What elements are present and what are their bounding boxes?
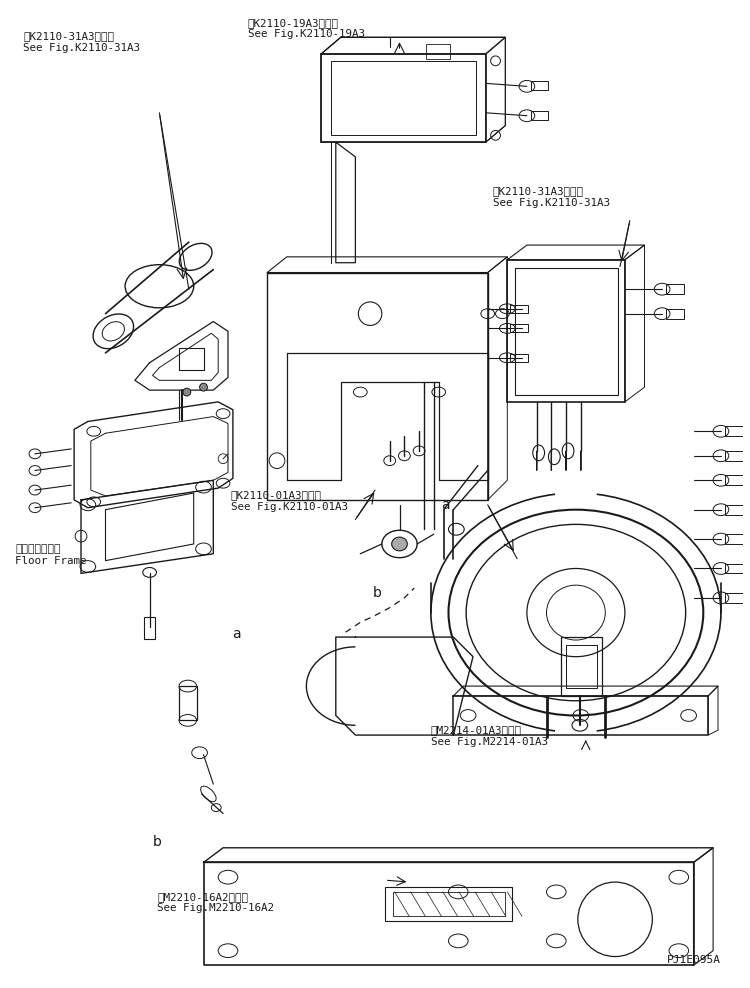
Bar	[666, 285, 684, 294]
Text: 第K2110-19A3図参照
See Fig.K2110-19A3: 第K2110-19A3図参照 See Fig.K2110-19A3	[248, 18, 364, 40]
Bar	[531, 81, 548, 90]
Bar	[179, 686, 196, 720]
Bar	[321, 54, 486, 142]
Bar	[724, 451, 742, 460]
Text: a: a	[441, 498, 449, 512]
Ellipse shape	[183, 388, 190, 396]
Bar	[510, 354, 528, 362]
Bar	[393, 892, 506, 917]
Text: b: b	[152, 835, 161, 849]
Bar	[724, 505, 742, 515]
Bar	[724, 535, 742, 544]
Bar	[666, 309, 684, 318]
Text: PJ1E095A: PJ1E095A	[667, 955, 721, 965]
Text: 第K2110-31A3図参照
See Fig.K2110-31A3: 第K2110-31A3図参照 See Fig.K2110-31A3	[493, 187, 610, 207]
Bar	[331, 61, 476, 135]
Ellipse shape	[200, 383, 208, 391]
Bar	[566, 645, 598, 688]
Bar	[510, 324, 528, 332]
Bar	[561, 637, 602, 696]
Bar	[724, 475, 742, 485]
Text: 第M2210-16A2図参照
See Fig.M2210-16A2: 第M2210-16A2図参照 See Fig.M2210-16A2	[158, 892, 274, 914]
Bar	[515, 268, 618, 395]
Bar	[724, 593, 742, 603]
Bar	[385, 887, 512, 921]
Text: 第M2214-01A3図参照
See Fig.M2214-01A3: 第M2214-01A3図参照 See Fig.M2214-01A3	[430, 725, 548, 747]
Text: 第K2110-31A3図参照
See Fig.K2110-31A3: 第K2110-31A3図参照 See Fig.K2110-31A3	[23, 32, 140, 53]
Bar	[531, 111, 548, 120]
Bar	[507, 260, 625, 402]
Text: 第K2110-01A3図参照
See Fig.K2110-01A3: 第K2110-01A3図参照 See Fig.K2110-01A3	[231, 490, 348, 512]
Text: a: a	[232, 627, 241, 641]
Text: b: b	[373, 586, 382, 600]
Bar	[510, 305, 528, 312]
Bar	[724, 427, 742, 436]
Ellipse shape	[392, 537, 407, 551]
Bar	[144, 618, 155, 639]
Text: フロアフレーム
Floor Frame: フロアフレーム Floor Frame	[15, 544, 87, 565]
Bar	[426, 44, 451, 59]
Bar	[179, 348, 203, 370]
Bar	[724, 563, 742, 573]
